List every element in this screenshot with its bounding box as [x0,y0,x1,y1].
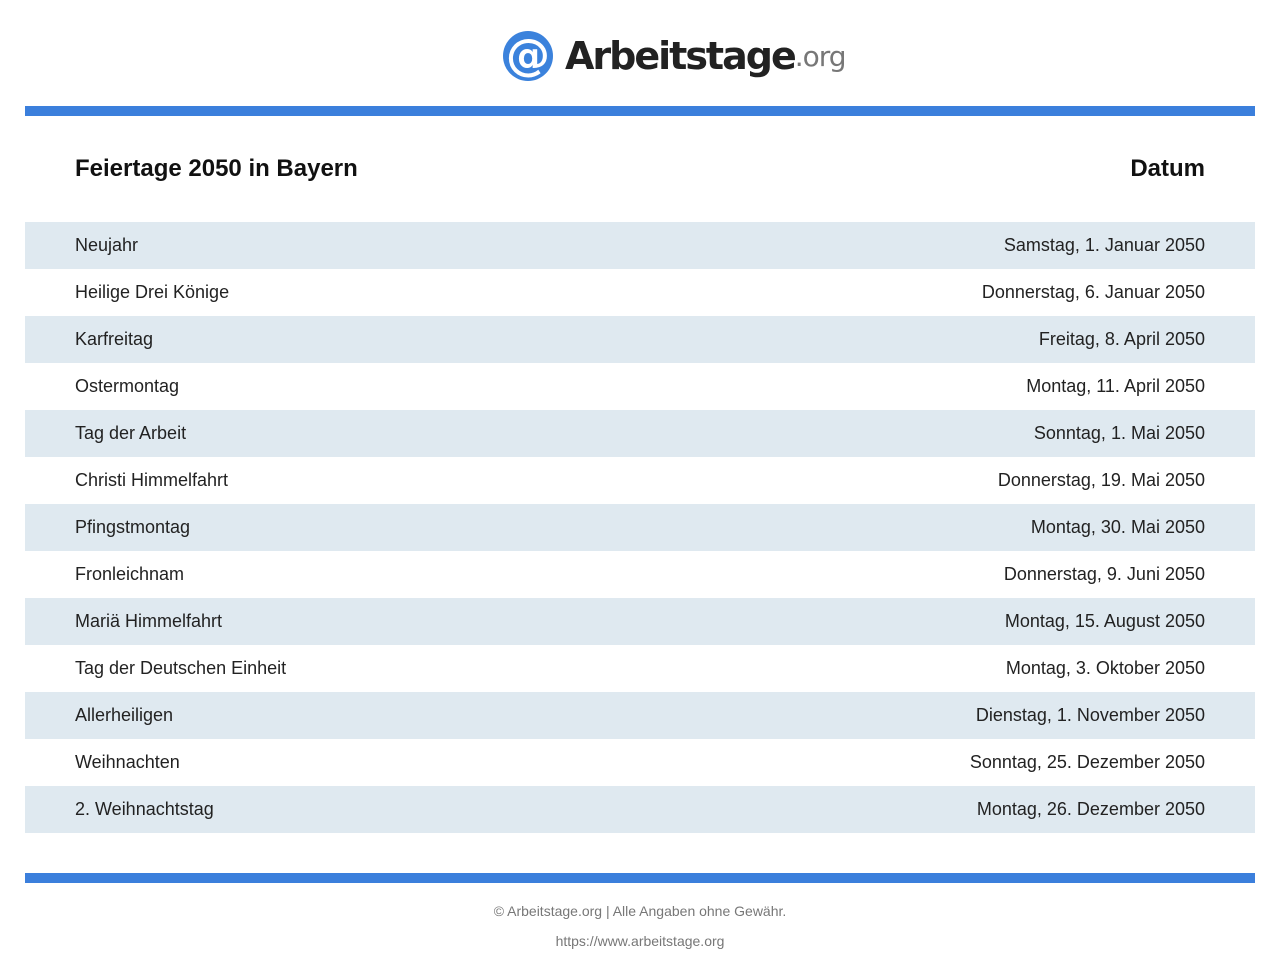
holiday-date: Montag, 15. August 2050 [1004,611,1205,631]
table-row: Mariä Himmelfahrt Montag, 15. August 2050 [25,598,1255,645]
holiday-date: Montag, 3. Oktober 2050 [1005,658,1205,678]
table-row: Heilige Drei Könige Donnerstag, 6. Januar… [25,269,1255,316]
footer-url[interactable]: https://www.arbeitstage.org [555,933,725,949]
table-row: Karfreitag Freitag, 8. April 2050 [25,316,1255,363]
holiday-date: Dienstag, 1. November 2050 [975,705,1205,725]
at-sign-icon: @ [503,31,553,81]
table-row: Tag der Arbeit Sonntag, 1. Mai 2050 [25,410,1255,457]
holiday-name: Neujahr [75,235,139,255]
holiday-date: Sonntag, 1. Mai 2050 [1033,423,1205,443]
holiday-date: Donnerstag, 9. Juni 2050 [1003,564,1205,584]
holiday-name: Tag der Arbeit [75,423,187,443]
table-row: Pfingstmontag Montag, 30. Mai 2050 [25,504,1255,551]
holiday-name: Fronleichnam [75,564,185,584]
top-divider [25,106,1255,116]
logo-tld: .org [794,39,847,73]
table-row: Allerheiligen Dienstag, 1. November 2050 [25,692,1255,739]
holiday-name: Tag der Deutschen Einheit [75,658,287,678]
holiday-date: Donnerstag, 6. Januar 2050 [981,282,1205,302]
holiday-date: Montag, 11. April 2050 [1026,376,1205,396]
holiday-name: Heilige Drei Könige [75,282,230,302]
bottom-divider [25,873,1255,883]
table-row: Fronleichnam Donnerstag, 9. Juni 2050 [25,551,1255,598]
holiday-name: Pfingstmontag [75,517,191,537]
holiday-date: Sonntag, 25. Dezember 2050 [969,752,1205,772]
table-header: Feiertage 2050 in Bayern Datum [75,155,1205,183]
logo-name: Arbeitstage [565,34,797,78]
table-row: 2. Weihnachtstag Montag, 26. Dezember 205… [25,786,1255,833]
holiday-name: Karfreitag [75,329,154,349]
page-title: Feiertage 2050 in Bayern [75,155,358,182]
holiday-date: Montag, 30. Mai 2050 [1030,517,1205,537]
holiday-name: Allerheiligen [75,705,174,725]
holiday-date: Samstag, 1. Januar 2050 [1003,235,1205,255]
holiday-date: Donnerstag, 19. Mai 2050 [997,470,1205,490]
holiday-name: Weihnachten [75,752,180,772]
date-column-header: Datum [1130,155,1205,182]
table-row: Weihnachten Sonntag, 25. Dezember 2050 [25,739,1255,786]
table-row: Tag der Deutschen Einheit Montag, 3. Okto… [25,645,1255,692]
table-row: Ostermontag Montag, 11. April 2050 [25,363,1255,410]
holiday-date: Montag, 26. Dezember 2050 [976,799,1205,819]
table-row: Neujahr Samstag, 1. Januar 2050 [25,222,1255,269]
holiday-name: Christi Himmelfahrt [75,470,229,490]
holiday-name: Mariä Himmelfahrt [75,611,223,631]
holiday-date: Freitag, 8. April 2050 [1038,329,1205,349]
holiday-table: Neujahr Samstag, 1. Januar 2050 Heilige Dr… [25,222,1255,833]
holiday-name: 2. Weihnachtstag [75,799,214,819]
logo[interactable]: @ Arbeitstage .org [503,30,847,82]
table-row: Christi Himmelfahrt Donnerstag, 19. Mai 2… [25,457,1255,504]
holiday-name: Ostermontag [75,376,180,396]
footer-copyright: © Arbeitstage.org | Alle Angaben ohne Ge… [493,903,787,919]
